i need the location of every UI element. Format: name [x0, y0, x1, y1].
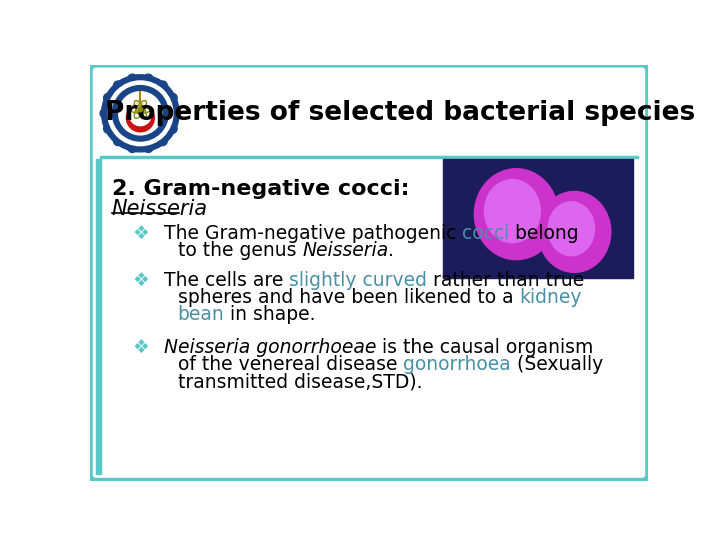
Ellipse shape — [485, 179, 540, 242]
Text: rather than true: rather than true — [427, 271, 584, 290]
Circle shape — [168, 93, 177, 103]
Text: Neisseria: Neisseria — [112, 199, 207, 219]
Ellipse shape — [548, 202, 595, 256]
Text: ❖: ❖ — [132, 271, 149, 290]
Text: of the venereal disease: of the venereal disease — [178, 355, 403, 374]
FancyBboxPatch shape — [90, 65, 648, 481]
Text: bean: bean — [178, 305, 225, 324]
Circle shape — [158, 137, 167, 146]
Text: to the genus: to the genus — [178, 241, 302, 260]
Circle shape — [119, 92, 162, 135]
Text: The cells are: The cells are — [163, 271, 289, 290]
Circle shape — [114, 81, 123, 90]
Circle shape — [104, 124, 113, 133]
Ellipse shape — [538, 192, 611, 272]
Bar — [443, 159, 632, 278]
Circle shape — [102, 75, 179, 152]
Text: gonorrhoea: gonorrhoea — [403, 355, 510, 374]
Circle shape — [114, 137, 123, 146]
Bar — [96, 159, 101, 475]
Text: Neisseria gonorrhoeae: Neisseria gonorrhoeae — [163, 338, 376, 357]
Circle shape — [127, 104, 154, 132]
Text: ❖: ❖ — [132, 224, 149, 243]
Text: Properties of selected bacterial species: Properties of selected bacterial species — [105, 99, 695, 125]
Text: (Sexually: (Sexually — [510, 355, 603, 374]
Ellipse shape — [474, 168, 558, 260]
Text: is the causal organism: is the causal organism — [376, 338, 593, 357]
Text: spheres and have been likened to a: spheres and have been likened to a — [178, 288, 519, 307]
Text: kidney: kidney — [519, 288, 582, 307]
Circle shape — [158, 81, 167, 90]
Circle shape — [168, 124, 177, 133]
Circle shape — [127, 74, 137, 83]
Text: ❖: ❖ — [132, 338, 149, 357]
Circle shape — [144, 143, 153, 152]
Text: belong: belong — [509, 224, 579, 243]
Text: in shape.: in shape. — [225, 305, 316, 324]
Circle shape — [112, 85, 168, 141]
Text: slightly curved: slightly curved — [289, 271, 427, 290]
Circle shape — [127, 143, 137, 152]
Circle shape — [144, 74, 153, 83]
Text: transmitted disease,STD).: transmitted disease,STD). — [178, 372, 422, 391]
Text: 2. Gram-negative cocci:: 2. Gram-negative cocci: — [112, 179, 409, 199]
Circle shape — [130, 104, 151, 126]
Text: .: . — [388, 241, 395, 260]
Circle shape — [100, 109, 109, 118]
Circle shape — [171, 109, 181, 118]
Circle shape — [108, 81, 173, 146]
Circle shape — [104, 93, 113, 103]
Text: Neisseria: Neisseria — [302, 241, 388, 260]
Circle shape — [138, 107, 143, 112]
Text: The Gram-negative pathogenic: The Gram-negative pathogenic — [163, 224, 462, 243]
Text: cocci: cocci — [462, 224, 509, 243]
